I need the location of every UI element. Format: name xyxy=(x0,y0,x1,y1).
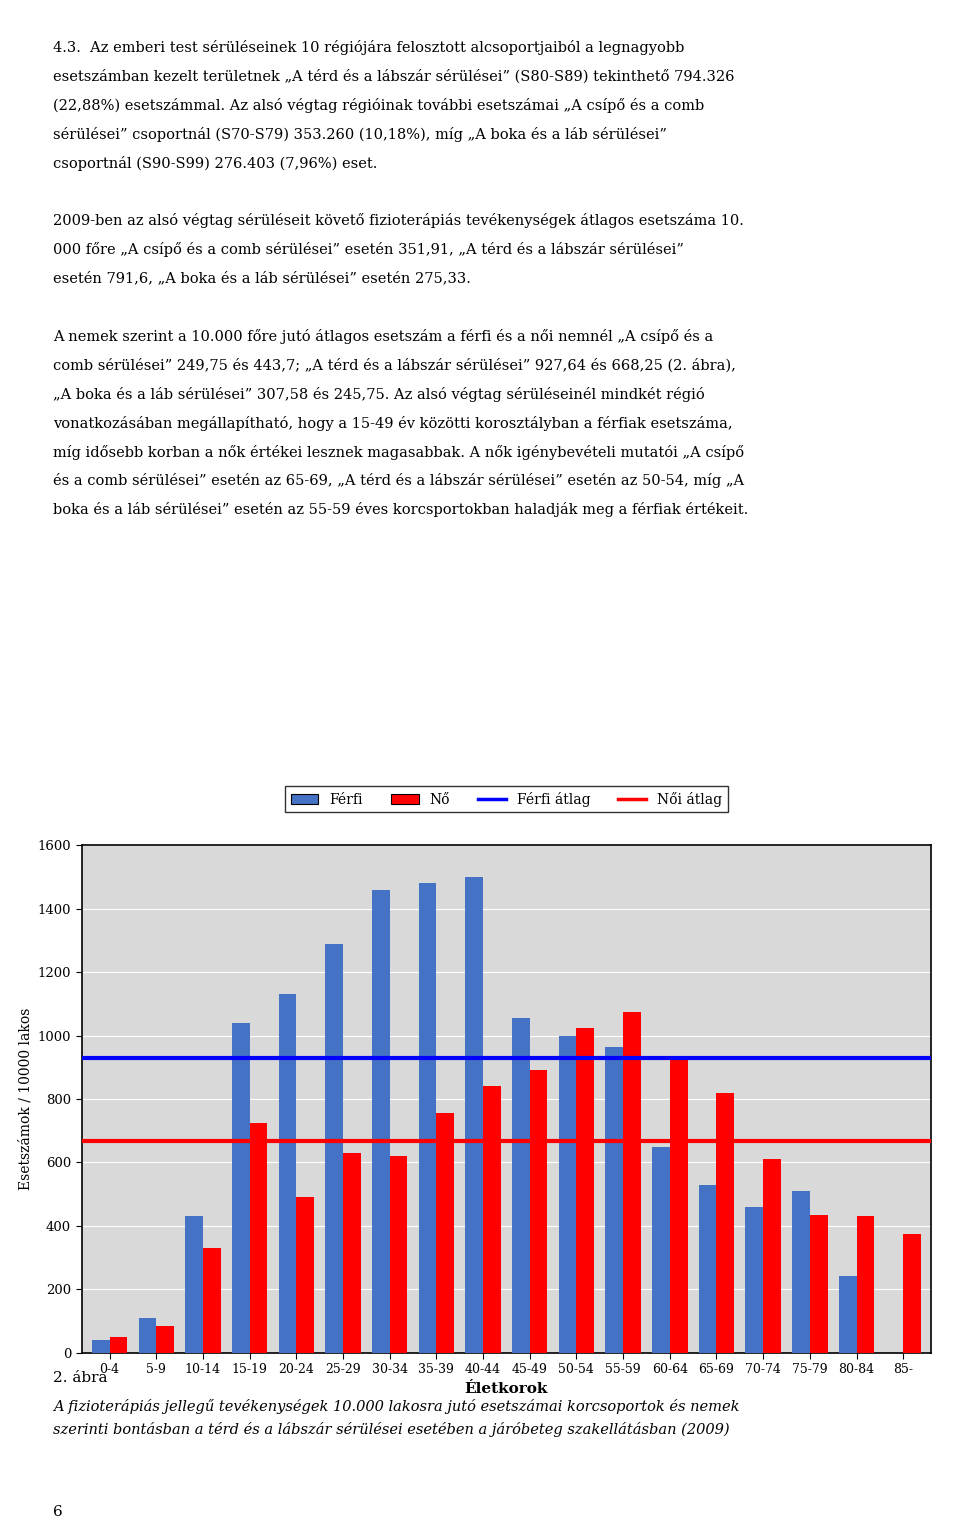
Bar xyxy=(466,878,483,1353)
Bar xyxy=(138,1317,156,1353)
Bar xyxy=(623,1011,641,1353)
Bar xyxy=(419,884,437,1353)
Text: vonatkozásában megállapítható, hogy a 15-49 év közötti korosztályban a férfiak e: vonatkozásában megállapítható, hogy a 15… xyxy=(53,415,732,430)
Text: A nemek szerint a 10.000 főre jutó átlagos esetszám a férfi és a női nemnél „A c: A nemek szerint a 10.000 főre jutó átlag… xyxy=(53,329,713,344)
Bar xyxy=(343,1153,361,1353)
Text: sérülései” csoportnál (S70-S79) 353.260 (10,18%), míg „A boka és a láb sérülései: sérülései” csoportnál (S70-S79) 353.260 … xyxy=(53,126,666,141)
Bar xyxy=(250,1122,268,1353)
Text: míg idősebb korban a nők értékei lesznek magasabbak. A nők igénybevételi mutatói: míg idősebb korban a nők értékei lesznek… xyxy=(53,444,744,460)
Text: 6: 6 xyxy=(53,1505,62,1519)
Bar xyxy=(745,1207,763,1353)
Text: 2. ábra: 2. ábra xyxy=(53,1371,108,1385)
X-axis label: Életkorok: Életkorok xyxy=(465,1382,548,1396)
Bar xyxy=(699,1185,716,1353)
Bar xyxy=(530,1070,547,1353)
Text: comb sérülései” 249,75 és 443,7; „A térd és a lábszár sérülései” 927,64 és 668,2: comb sérülései” 249,75 és 443,7; „A térd… xyxy=(53,358,735,372)
Bar xyxy=(576,1028,594,1353)
Bar xyxy=(670,1057,687,1353)
Bar xyxy=(232,1024,250,1353)
Bar xyxy=(483,1087,501,1353)
Bar xyxy=(856,1216,875,1353)
Text: esetén 791,6, „A boka és a láb sérülései” esetén 275,33.: esetén 791,6, „A boka és a láb sérülései… xyxy=(53,271,470,286)
Bar xyxy=(810,1214,828,1353)
Text: 2009-ben az alsó végtag sérüléseit követő fizioterápiás tevékenységek átlagos es: 2009-ben az alsó végtag sérüléseit követ… xyxy=(53,214,744,229)
Bar xyxy=(156,1325,174,1353)
Bar xyxy=(512,1017,530,1353)
Bar xyxy=(839,1276,856,1353)
Legend: Férfi, Nő, Férfi átlag, Női átlag: Férfi, Nő, Férfi átlag, Női átlag xyxy=(285,787,728,813)
Text: boka és a láb sérülései” esetén az 55-59 éves korcsportokban haladják meg a férf: boka és a láb sérülései” esetén az 55-59… xyxy=(53,503,748,518)
Text: 000 főre „A csípő és a comb sérülései” esetén 351,91, „A térd és a lábszár sérül: 000 főre „A csípő és a comb sérülései” e… xyxy=(53,243,684,257)
Bar xyxy=(437,1113,454,1353)
Bar xyxy=(903,1234,921,1353)
Bar xyxy=(185,1216,203,1353)
Bar xyxy=(372,890,390,1353)
Bar xyxy=(792,1191,810,1353)
Bar xyxy=(297,1197,314,1353)
Text: esetszámban kezelt területnek „A térd és a lábszár sérülései” (S80-S89) tekinthe: esetszámban kezelt területnek „A térd és… xyxy=(53,69,734,83)
Text: „A boka és a láb sérülései” 307,58 és 245,75. Az alsó végtag sérüléseinél mindké: „A boka és a láb sérülései” 307,58 és 24… xyxy=(53,387,705,401)
Bar xyxy=(109,1337,128,1353)
Bar xyxy=(325,944,343,1353)
Bar xyxy=(92,1340,109,1353)
Text: csoportnál (S90-S99) 276.403 (7,96%) eset.: csoportnál (S90-S99) 276.403 (7,96%) ese… xyxy=(53,155,377,171)
Text: A fizioterápiás jellegű tevékenységek 10.000 lakosra jutó esetszámai korcsoporto: A fizioterápiás jellegű tevékenységek 10… xyxy=(53,1399,739,1414)
Bar xyxy=(716,1093,734,1353)
Bar xyxy=(559,1036,576,1353)
Bar xyxy=(390,1156,407,1353)
Bar xyxy=(606,1047,623,1353)
Bar xyxy=(203,1248,221,1353)
Text: és a comb sérülései” esetén az 65-69, „A térd és a lábszár sérülései” esetén az : és a comb sérülései” esetén az 65-69, „A… xyxy=(53,473,744,489)
Text: szerinti bontásban a térd és a lábszár sérülései esetében a járóbeteg szakellátá: szerinti bontásban a térd és a lábszár s… xyxy=(53,1422,730,1437)
Bar xyxy=(278,994,297,1353)
Text: 4.3.  Az emberi test sérüléseinek 10 régiójára felosztott alcsoportjaiból a legn: 4.3. Az emberi test sérüléseinek 10 régi… xyxy=(53,40,684,55)
Y-axis label: Esetszámok / 10000 lakos: Esetszámok / 10000 lakos xyxy=(18,1008,32,1190)
Bar xyxy=(763,1159,780,1353)
Bar xyxy=(652,1147,670,1353)
Text: (22,88%) esetszámmal. Az alsó végtag régióinak további esetszámai „A csípő és a : (22,88%) esetszámmal. Az alsó végtag rég… xyxy=(53,98,704,112)
